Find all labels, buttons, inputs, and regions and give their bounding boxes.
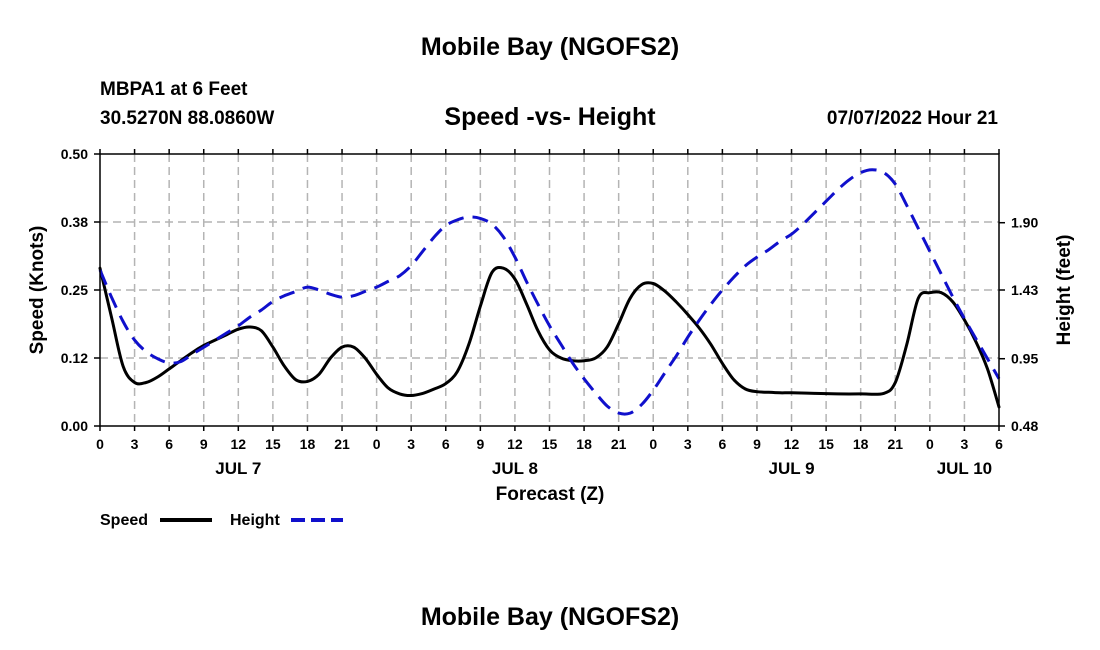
x-tick-label: 12	[507, 436, 523, 452]
day-label: JUL 10	[937, 459, 992, 478]
day-label: JUL 7	[215, 459, 261, 478]
x-tick-label: 12	[784, 436, 800, 452]
x-tick-label: 0	[649, 436, 657, 452]
x-tick-label: 3	[684, 436, 692, 452]
speed-series-line	[98, 265, 1001, 409]
x-tick-label: 3	[961, 436, 969, 452]
x-tick-label: 6	[442, 436, 450, 452]
page-title: Mobile Bay (NGOFS2)	[421, 33, 679, 61]
x-tick-label: 18	[300, 436, 316, 452]
height-series-line	[98, 168, 1001, 416]
x-tick-label: 15	[542, 436, 558, 452]
grid-lines	[100, 154, 999, 426]
x-tick-label: 9	[753, 436, 761, 452]
x-tick-label: 6	[995, 436, 1003, 452]
x-tick-label: 6	[718, 436, 726, 452]
x-tick-label: 9	[200, 436, 208, 452]
y2-tick-label: 0.48	[1011, 418, 1038, 434]
axis-ticks: 0.00 0.12 0.25 0.38 0.50 0.48 0.95 1.43 1.90 0 3 6 9…	[61, 146, 1039, 478]
footer-title: Mobile Bay (NGOFS2)	[421, 603, 679, 631]
y-tick-label: 0.12	[61, 350, 88, 366]
series-lines	[98, 168, 1001, 416]
forecast-time: 07/07/2022 Hour 21	[827, 108, 999, 129]
x-tick-label: 21	[887, 436, 903, 452]
station-coords: 30.5270N 88.0860W	[100, 108, 274, 129]
y-axis-label: Speed (Knots)	[27, 226, 48, 355]
y2-tick-label: 0.95	[1011, 351, 1038, 367]
x-tick-label: 21	[334, 436, 350, 452]
x-tick-label: 9	[476, 436, 484, 452]
x-tick-label: 15	[818, 436, 834, 452]
day-label: JUL 8	[492, 459, 538, 478]
legend-label-height: Height	[230, 512, 280, 529]
x-tick-label: 15	[265, 436, 281, 452]
y2-tick-label: 1.43	[1011, 282, 1038, 298]
y2-axis-label: Height (feet)	[1054, 235, 1075, 346]
x-tick-label: 18	[853, 436, 869, 452]
day-label: JUL 9	[769, 459, 815, 478]
y-tick-label: 0.38	[61, 214, 88, 230]
y2-tick-label: 1.90	[1011, 215, 1038, 231]
station-name: MBPA1 at 6 Feet	[100, 79, 248, 100]
chart-title: Speed -vs- Height	[444, 103, 656, 131]
x-axis-label: Forecast (Z)	[496, 484, 605, 505]
x-tick-label: 18	[576, 436, 592, 452]
x-tick-label: 0	[96, 436, 104, 452]
legend-label-speed: Speed	[100, 512, 148, 529]
x-tick-label: 0	[926, 436, 934, 452]
x-tick-label: 3	[407, 436, 415, 452]
x-tick-label: 12	[231, 436, 247, 452]
x-tick-label: 3	[131, 436, 139, 452]
y-tick-label: 0.25	[61, 282, 88, 298]
legend: Speed Height	[100, 512, 343, 529]
x-tick-label: 21	[611, 436, 627, 452]
y-tick-label: 0.00	[61, 418, 88, 434]
y-tick-label: 0.50	[61, 146, 88, 162]
x-tick-label: 6	[165, 436, 173, 452]
x-tick-label: 0	[373, 436, 381, 452]
